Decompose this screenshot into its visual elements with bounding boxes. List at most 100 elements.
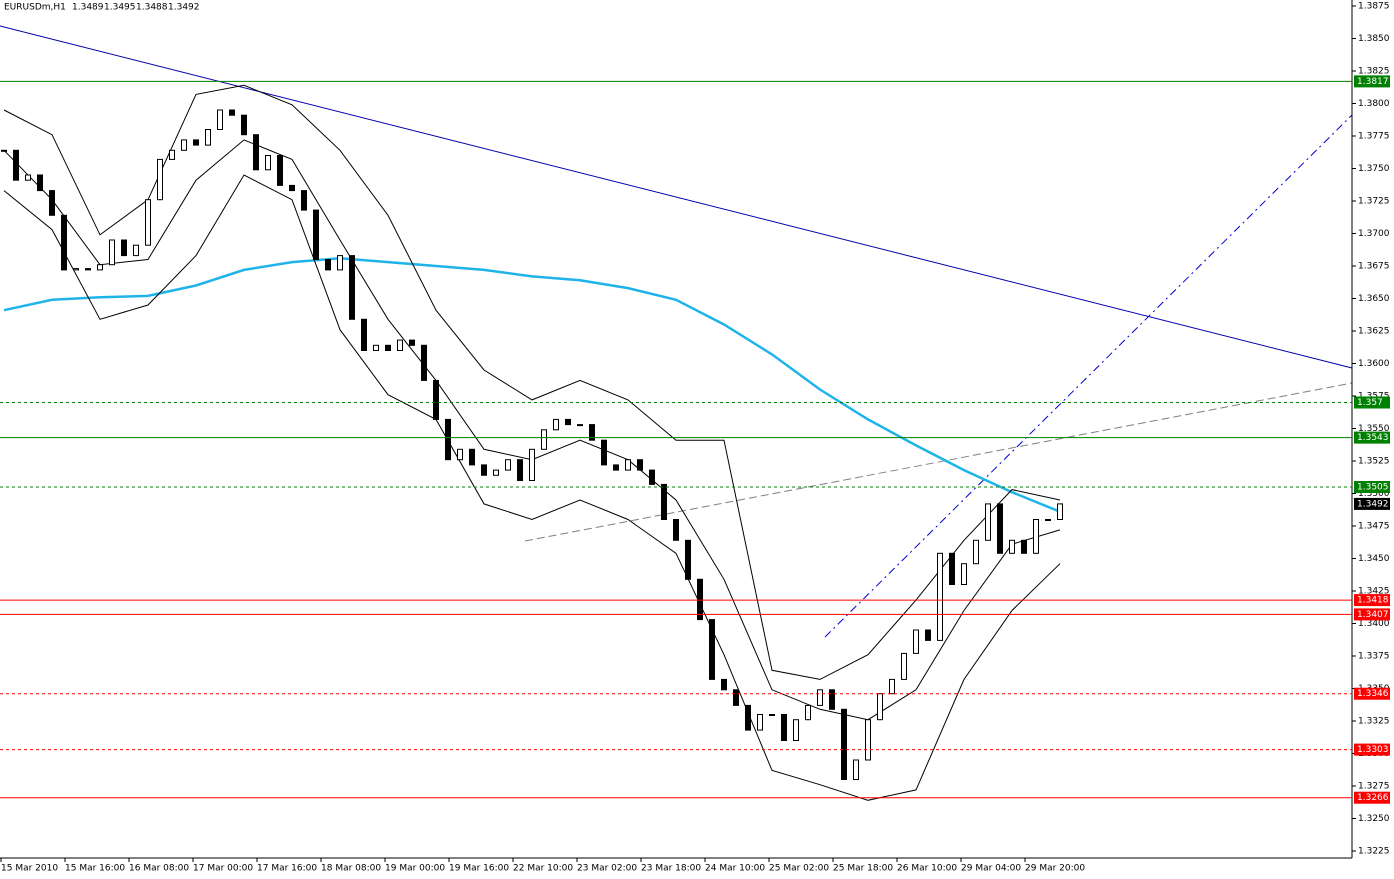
y-tick-label: 1.3425	[1358, 587, 1390, 597]
candle	[85, 268, 91, 271]
bollinger-band	[3, 174, 1061, 801]
y-tick-label: 1.3600	[1358, 359, 1390, 369]
candle	[805, 704, 811, 721]
x-tick-label: 22 Mar 10:00	[513, 864, 573, 874]
candle	[193, 139, 199, 146]
y-tick-label: 1.3250	[1358, 814, 1390, 824]
ohlc-low: 1.3488	[136, 3, 168, 13]
symbol-title: EURUSDm,H1	[4, 3, 66, 13]
candle	[97, 264, 103, 271]
candle	[589, 424, 595, 441]
level-label: 1.3817	[1357, 77, 1389, 87]
candle	[133, 244, 139, 257]
candle	[481, 464, 487, 476]
level-label-box	[1354, 396, 1390, 409]
candle	[997, 503, 1003, 554]
y-tick-label: 1.3700	[1358, 229, 1390, 239]
candle	[157, 158, 163, 201]
level-label: 1.357	[1357, 398, 1383, 408]
y-tick-label: 1.3750	[1358, 164, 1390, 174]
y-tick-label: 1.3475	[1358, 522, 1390, 532]
level-label-box	[1354, 481, 1390, 493]
candle	[745, 704, 751, 731]
candle	[709, 619, 715, 680]
candle	[313, 209, 319, 261]
level-label: 1.3543	[1357, 433, 1389, 443]
y-tick-label: 1.3500	[1358, 489, 1390, 499]
candle	[985, 503, 991, 541]
y-tick-label: 1.3850	[1358, 34, 1390, 44]
level-label: 1.3407	[1357, 610, 1389, 620]
candle	[241, 114, 247, 136]
candle	[337, 255, 343, 271]
candle	[781, 714, 787, 741]
y-tick-label: 1.3225	[1358, 847, 1390, 857]
candle	[373, 344, 379, 351]
x-tick-label: 29 Mar 04:00	[961, 864, 1021, 874]
y-tick-label: 1.3725	[1358, 197, 1390, 207]
candle	[517, 459, 523, 482]
ohlc-close: 1.3492	[168, 3, 200, 13]
candle	[565, 418, 571, 426]
candle	[757, 714, 763, 731]
y-tick-label: 1.3550	[1358, 424, 1390, 434]
candle	[541, 429, 547, 450]
candle	[25, 174, 31, 181]
x-tick-label: 19 Mar 00:00	[385, 864, 445, 874]
y-tick-label: 1.3325	[1358, 717, 1390, 727]
candle	[469, 448, 475, 466]
candle	[433, 379, 439, 420]
x-tick-label: 15 Mar 16:00	[65, 864, 125, 874]
level-label-box	[1354, 743, 1390, 756]
level-label-box	[1354, 75, 1390, 88]
candle	[685, 539, 691, 580]
y-tick-label: 1.3375	[1358, 652, 1390, 662]
candle	[1033, 519, 1039, 554]
y-tick-label: 1.3400	[1358, 619, 1390, 629]
candle	[637, 459, 643, 471]
x-tick-label: 25 Mar 18:00	[833, 864, 893, 874]
candle	[289, 184, 295, 192]
candle	[1057, 503, 1063, 520]
candle	[961, 563, 967, 586]
candle	[505, 459, 511, 471]
x-tick-label: 17 Mar 00:00	[193, 864, 253, 874]
candle	[109, 239, 115, 266]
level-label-box	[1354, 608, 1390, 621]
candle	[493, 469, 499, 476]
y-tick-label: 1.3675	[1358, 262, 1390, 272]
y-tick-label: 1.3450	[1358, 554, 1390, 564]
candle	[673, 519, 679, 541]
bollinger-band	[3, 84, 1061, 680]
candle	[649, 469, 655, 485]
y-tick-label: 1.3800	[1358, 99, 1390, 109]
candle	[817, 689, 823, 706]
candle	[457, 448, 463, 461]
candle	[301, 190, 307, 211]
candle	[937, 552, 943, 641]
level-label: 1.3492	[1357, 499, 1389, 509]
x-tick-label: 18 Mar 08:00	[321, 864, 381, 874]
candle	[601, 439, 607, 466]
trendline	[824, 114, 1353, 638]
candle	[169, 149, 175, 160]
level-label: 1.3303	[1357, 745, 1389, 755]
candle	[445, 418, 451, 461]
candle	[841, 708, 847, 780]
candle	[37, 174, 43, 192]
candle	[229, 109, 235, 116]
trendline	[524, 382, 1353, 542]
candle	[613, 464, 619, 471]
candle	[889, 678, 895, 695]
candle	[253, 134, 259, 171]
candle	[925, 629, 931, 641]
candle	[733, 689, 739, 706]
candle	[913, 629, 919, 654]
candle	[409, 339, 415, 346]
y-tick-label: 1.3775	[1358, 132, 1390, 142]
y-tick-label: 1.3525	[1358, 457, 1390, 467]
level-label: 1.3346	[1357, 689, 1389, 699]
x-tick-label: 26 Mar 10:00	[897, 864, 957, 874]
y-tick-label: 1.3825	[1358, 67, 1390, 77]
